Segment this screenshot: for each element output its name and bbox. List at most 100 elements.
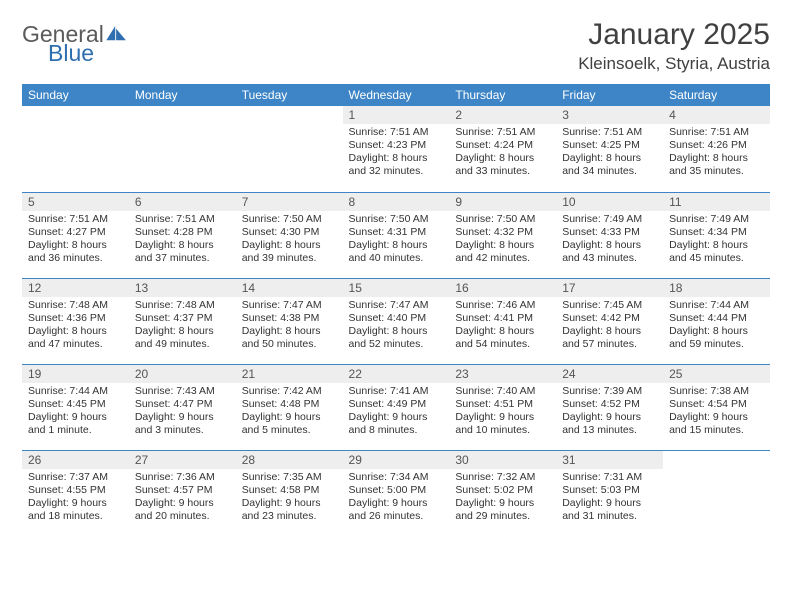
day-info: Sunrise: 7:44 AMSunset: 4:45 PMDaylight:… xyxy=(22,383,129,442)
day-info: Sunrise: 7:51 AMSunset: 4:27 PMDaylight:… xyxy=(22,211,129,270)
calendar-day-cell: 13Sunrise: 7:48 AMSunset: 4:37 PMDayligh… xyxy=(129,278,236,364)
calendar-week-row: 1Sunrise: 7:51 AMSunset: 4:23 PMDaylight… xyxy=(22,106,770,192)
day-number: 26 xyxy=(22,451,129,469)
calendar-day-cell: 1Sunrise: 7:51 AMSunset: 4:23 PMDaylight… xyxy=(343,106,450,192)
calendar-day-cell: 17Sunrise: 7:45 AMSunset: 4:42 PMDayligh… xyxy=(556,278,663,364)
day-number: 25 xyxy=(663,365,770,383)
calendar-day-cell: 6Sunrise: 7:51 AMSunset: 4:28 PMDaylight… xyxy=(129,192,236,278)
calendar-day-cell: 16Sunrise: 7:46 AMSunset: 4:41 PMDayligh… xyxy=(449,278,556,364)
month-title: January 2025 xyxy=(578,18,770,52)
day-number: 6 xyxy=(129,193,236,211)
day-number: 4 xyxy=(663,106,770,124)
calendar-day-cell: 31Sunrise: 7:31 AMSunset: 5:03 PMDayligh… xyxy=(556,450,663,536)
day-number: 18 xyxy=(663,279,770,297)
day-info: Sunrise: 7:51 AMSunset: 4:24 PMDaylight:… xyxy=(449,124,556,183)
calendar-day-cell: 26Sunrise: 7:37 AMSunset: 4:55 PMDayligh… xyxy=(22,450,129,536)
day-info: Sunrise: 7:40 AMSunset: 4:51 PMDaylight:… xyxy=(449,383,556,442)
day-info: Sunrise: 7:32 AMSunset: 5:02 PMDaylight:… xyxy=(449,469,556,528)
day-info: Sunrise: 7:51 AMSunset: 4:28 PMDaylight:… xyxy=(129,211,236,270)
weekday-header: Friday xyxy=(556,84,663,106)
day-number: 3 xyxy=(556,106,663,124)
day-number: 11 xyxy=(663,193,770,211)
day-info: Sunrise: 7:39 AMSunset: 4:52 PMDaylight:… xyxy=(556,383,663,442)
calendar-week-row: 26Sunrise: 7:37 AMSunset: 4:55 PMDayligh… xyxy=(22,450,770,536)
day-number: 10 xyxy=(556,193,663,211)
day-number: 16 xyxy=(449,279,556,297)
calendar-day-cell: 21Sunrise: 7:42 AMSunset: 4:48 PMDayligh… xyxy=(236,364,343,450)
day-number: 1 xyxy=(343,106,450,124)
day-number: 9 xyxy=(449,193,556,211)
calendar-day-cell: 12Sunrise: 7:48 AMSunset: 4:36 PMDayligh… xyxy=(22,278,129,364)
day-info: Sunrise: 7:41 AMSunset: 4:49 PMDaylight:… xyxy=(343,383,450,442)
weekday-header: Tuesday xyxy=(236,84,343,106)
day-info: Sunrise: 7:49 AMSunset: 4:33 PMDaylight:… xyxy=(556,211,663,270)
day-info: Sunrise: 7:50 AMSunset: 4:32 PMDaylight:… xyxy=(449,211,556,270)
day-number: 14 xyxy=(236,279,343,297)
day-number: 19 xyxy=(22,365,129,383)
day-info: Sunrise: 7:36 AMSunset: 4:57 PMDaylight:… xyxy=(129,469,236,528)
day-number: 31 xyxy=(556,451,663,469)
day-number: 24 xyxy=(556,365,663,383)
day-info: Sunrise: 7:51 AMSunset: 4:23 PMDaylight:… xyxy=(343,124,450,183)
day-info: Sunrise: 7:50 AMSunset: 4:31 PMDaylight:… xyxy=(343,211,450,270)
calendar-week-row: 12Sunrise: 7:48 AMSunset: 4:36 PMDayligh… xyxy=(22,278,770,364)
day-number: 30 xyxy=(449,451,556,469)
location: Kleinsoelk, Styria, Austria xyxy=(578,54,770,74)
logo: General Blue xyxy=(22,24,128,63)
day-info: Sunrise: 7:47 AMSunset: 4:38 PMDaylight:… xyxy=(236,297,343,356)
calendar-day-cell: 20Sunrise: 7:43 AMSunset: 4:47 PMDayligh… xyxy=(129,364,236,450)
day-number: 8 xyxy=(343,193,450,211)
day-number: 13 xyxy=(129,279,236,297)
calendar-day-cell: 25Sunrise: 7:38 AMSunset: 4:54 PMDayligh… xyxy=(663,364,770,450)
day-info: Sunrise: 7:34 AMSunset: 5:00 PMDaylight:… xyxy=(343,469,450,528)
calendar-day-cell: 4Sunrise: 7:51 AMSunset: 4:26 PMDaylight… xyxy=(663,106,770,192)
day-info: Sunrise: 7:51 AMSunset: 4:26 PMDaylight:… xyxy=(663,124,770,183)
calendar-day-cell: 30Sunrise: 7:32 AMSunset: 5:02 PMDayligh… xyxy=(449,450,556,536)
day-number: 27 xyxy=(129,451,236,469)
calendar-empty-cell xyxy=(129,106,236,192)
day-number: 12 xyxy=(22,279,129,297)
day-info: Sunrise: 7:51 AMSunset: 4:25 PMDaylight:… xyxy=(556,124,663,183)
day-info: Sunrise: 7:49 AMSunset: 4:34 PMDaylight:… xyxy=(663,211,770,270)
weekday-header: Monday xyxy=(129,84,236,106)
weekday-header: Sunday xyxy=(22,84,129,106)
calendar-table: SundayMondayTuesdayWednesdayThursdayFrid… xyxy=(22,84,770,536)
calendar-day-cell: 24Sunrise: 7:39 AMSunset: 4:52 PMDayligh… xyxy=(556,364,663,450)
calendar-day-cell: 22Sunrise: 7:41 AMSunset: 4:49 PMDayligh… xyxy=(343,364,450,450)
calendar-week-row: 19Sunrise: 7:44 AMSunset: 4:45 PMDayligh… xyxy=(22,364,770,450)
calendar-day-cell: 11Sunrise: 7:49 AMSunset: 4:34 PMDayligh… xyxy=(663,192,770,278)
weekday-header-row: SundayMondayTuesdayWednesdayThursdayFrid… xyxy=(22,84,770,106)
logo-sail-icon xyxy=(106,26,128,42)
calendar-day-cell: 3Sunrise: 7:51 AMSunset: 4:25 PMDaylight… xyxy=(556,106,663,192)
calendar-day-cell: 9Sunrise: 7:50 AMSunset: 4:32 PMDaylight… xyxy=(449,192,556,278)
day-info: Sunrise: 7:31 AMSunset: 5:03 PMDaylight:… xyxy=(556,469,663,528)
header: General Blue January 2025 Kleinsoelk, St… xyxy=(22,18,770,74)
day-info: Sunrise: 7:43 AMSunset: 4:47 PMDaylight:… xyxy=(129,383,236,442)
day-number: 23 xyxy=(449,365,556,383)
day-number: 7 xyxy=(236,193,343,211)
calendar-day-cell: 19Sunrise: 7:44 AMSunset: 4:45 PMDayligh… xyxy=(22,364,129,450)
calendar-day-cell: 27Sunrise: 7:36 AMSunset: 4:57 PMDayligh… xyxy=(129,450,236,536)
day-number: 5 xyxy=(22,193,129,211)
day-number: 21 xyxy=(236,365,343,383)
calendar-day-cell: 5Sunrise: 7:51 AMSunset: 4:27 PMDaylight… xyxy=(22,192,129,278)
day-info: Sunrise: 7:47 AMSunset: 4:40 PMDaylight:… xyxy=(343,297,450,356)
day-number: 22 xyxy=(343,365,450,383)
day-number: 28 xyxy=(236,451,343,469)
day-info: Sunrise: 7:50 AMSunset: 4:30 PMDaylight:… xyxy=(236,211,343,270)
logo-text-blue: Blue xyxy=(48,43,128,64)
calendar-empty-cell xyxy=(236,106,343,192)
calendar-day-cell: 15Sunrise: 7:47 AMSunset: 4:40 PMDayligh… xyxy=(343,278,450,364)
calendar-day-cell: 14Sunrise: 7:47 AMSunset: 4:38 PMDayligh… xyxy=(236,278,343,364)
day-info: Sunrise: 7:44 AMSunset: 4:44 PMDaylight:… xyxy=(663,297,770,356)
day-info: Sunrise: 7:42 AMSunset: 4:48 PMDaylight:… xyxy=(236,383,343,442)
calendar-day-cell: 28Sunrise: 7:35 AMSunset: 4:58 PMDayligh… xyxy=(236,450,343,536)
calendar-empty-cell xyxy=(663,450,770,536)
calendar-day-cell: 8Sunrise: 7:50 AMSunset: 4:31 PMDaylight… xyxy=(343,192,450,278)
weekday-header: Wednesday xyxy=(343,84,450,106)
day-info: Sunrise: 7:46 AMSunset: 4:41 PMDaylight:… xyxy=(449,297,556,356)
calendar-week-row: 5Sunrise: 7:51 AMSunset: 4:27 PMDaylight… xyxy=(22,192,770,278)
calendar-day-cell: 18Sunrise: 7:44 AMSunset: 4:44 PMDayligh… xyxy=(663,278,770,364)
day-number: 20 xyxy=(129,365,236,383)
day-number: 2 xyxy=(449,106,556,124)
